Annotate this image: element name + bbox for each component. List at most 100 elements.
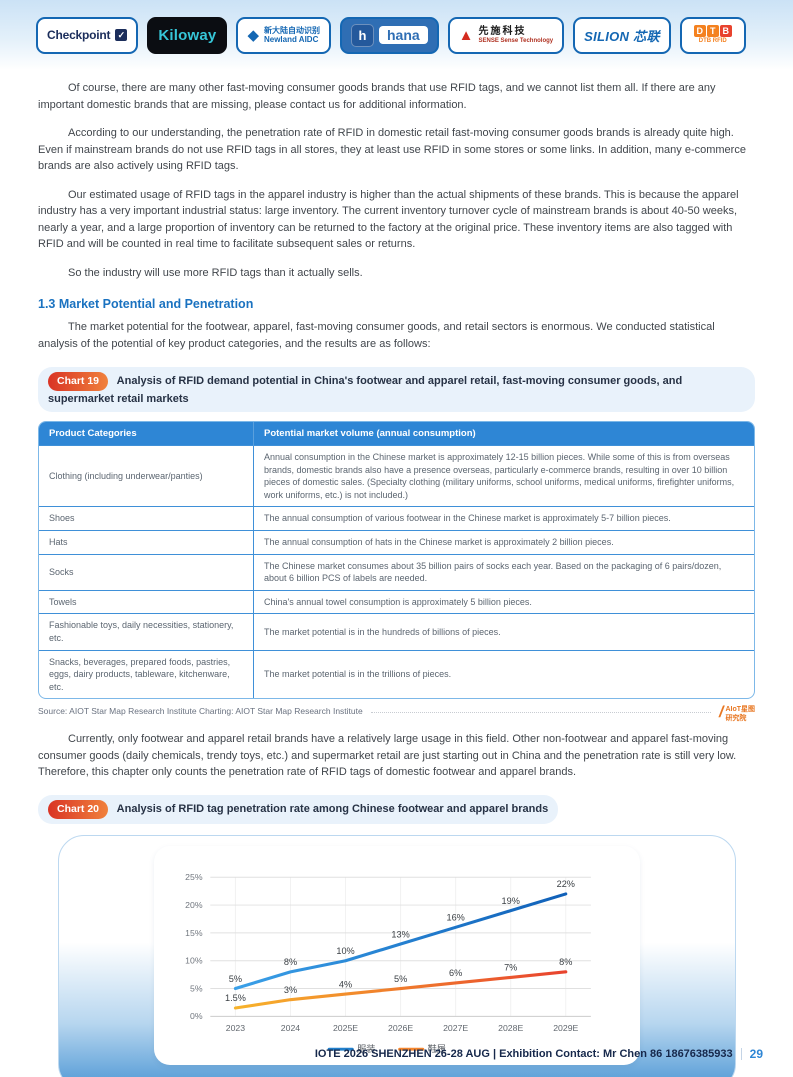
svg-text:13%: 13% (391, 929, 409, 939)
newland-diamond-icon: ◆ (247, 26, 259, 44)
cell-category: Shoes (39, 506, 254, 531)
chart19-badge: Chart 19 (48, 372, 109, 391)
svg-text:2024: 2024 (280, 1023, 299, 1033)
aiot-starmap-logo: / AIoT星图 研究院 (718, 704, 755, 723)
logo-newland-aidc: ◆ 新大陆自动识别 Newland AIDC (236, 16, 331, 54)
chart19-table: Product Categories Potential market volu… (38, 421, 755, 700)
svg-text:15%: 15% (185, 928, 203, 938)
section-heading: 1.3 Market Potential and Penetration (38, 297, 254, 311)
checkpoint-wordmark: Checkpoint (47, 28, 111, 42)
table-row: Snacks, beverages, prepared foods, pastr… (39, 649, 754, 699)
newland-en-wordmark: Newland AIDC (263, 35, 319, 44)
paragraph-6: Currently, only footwear and apparel ret… (38, 733, 737, 779)
cell-category: Towels (39, 589, 254, 614)
svg-text:7%: 7% (504, 962, 517, 972)
hana-wordmark: hana (378, 26, 428, 44)
table-header-market-volume: Potential market volume (annual consumpt… (253, 422, 754, 446)
table-header-row: Product Categories Potential market volu… (39, 422, 754, 446)
hana-monogram-icon: h (350, 23, 374, 47)
aiot-logo-mark-icon: / (718, 704, 724, 722)
svg-text:3%: 3% (283, 985, 296, 995)
table-row: Clothing (including underwear/panties) A… (39, 444, 754, 507)
paragraph-4: So the industry will use more RFID tags … (68, 266, 363, 279)
silion-wordmark: SILION 芯联 (584, 28, 660, 44)
sense-triangle-icon: ▲ (458, 26, 474, 44)
watermark-line1: AIoT星图 (725, 706, 755, 714)
chart19-source-row: Source: AIOT Star Map Research Institute… (38, 704, 755, 723)
logo-checkpoint: Checkpoint ✓ (36, 16, 139, 54)
dtb-sub-wordmark: DTB RFID (698, 38, 727, 44)
svg-text:10%: 10% (185, 955, 203, 965)
svg-text:25%: 25% (185, 872, 203, 882)
footer-divider (740, 1048, 742, 1060)
chart20-panel: 0% 5% 10% 15% 20% 25% 2023 2024 2025E 2026E 2027E 2… (57, 834, 736, 1077)
penetration-chart-svg: 0% 5% 10% 15% 20% 25% 2023 2024 2025E 2026E 2027E 2… (185, 872, 591, 1054)
page-number: 29 (749, 1047, 763, 1061)
logo-dtb-rfid: D T B DTB RFID (679, 16, 746, 54)
cell-category: Fashionable toys, daily necessities, sta… (39, 613, 254, 651)
svg-text:1.5%: 1.5% (224, 993, 245, 1003)
cell-category: Snacks, beverages, prepared foods, pastr… (39, 649, 254, 699)
table-row: Towels China's annual towel consumption … (39, 589, 754, 614)
dtb-letter-b: B (719, 25, 732, 37)
logo-silion: SILION 芯联 (573, 16, 671, 54)
svg-text:2023: 2023 (225, 1023, 244, 1033)
newland-cn-wordmark: 新大陆自动识别 (263, 25, 320, 35)
page-body: Of course, there are many other fast-mov… (0, 70, 793, 1077)
cell-volume: Annual consumption in the Chinese market… (253, 444, 754, 507)
paragraph-2: According to our understanding, the pene… (38, 127, 746, 172)
page-footer: IOTE 2026 SHENZHEN 26-28 AUG | Exhibitio… (315, 1047, 763, 1061)
sense-cn-wordmark: 先施科技 (478, 25, 527, 37)
logo-hana: h hana (339, 16, 439, 54)
checkpoint-check-icon: ✓ (115, 29, 128, 41)
chart19-source: Source: AIOT Star Map Research Institute… (38, 706, 363, 717)
cell-volume: The annual consumption of various footwe… (253, 506, 754, 531)
table-row: Fashionable toys, daily necessities, sta… (39, 613, 754, 651)
cell-category: Hats (39, 529, 254, 555)
chart20-title: Analysis of RFID tag penetration rate am… (116, 802, 549, 815)
chart20-badge: Chart 20 (48, 799, 109, 819)
paragraph-5: The market potential for the footwear, a… (38, 321, 715, 350)
logo-kiloway: Kiloway (147, 16, 228, 54)
table-header-product-categories: Product Categories (39, 422, 254, 446)
cell-volume: The Chinese market consumes about 35 bil… (253, 553, 754, 591)
penetration-chart-card: 0% 5% 10% 15% 20% 25% 2023 2024 2025E 2026E 2027E 2… (153, 845, 640, 1065)
svg-text:10%: 10% (336, 946, 354, 956)
dotted-leader (370, 711, 711, 714)
svg-text:鞋履: 鞋履 (427, 1043, 445, 1054)
paragraph-1: Of course, there are many other fast-mov… (38, 82, 716, 111)
chart19-caption: Chart 19 Analysis of RFID demand potenti… (38, 367, 755, 412)
dtb-letter-t: T (706, 25, 719, 37)
cell-volume: The market potential is in the trillions… (253, 649, 754, 699)
svg-text:4%: 4% (338, 979, 351, 989)
cell-volume: The market potential is in the hundreds … (253, 613, 754, 651)
table-row: Shoes The annual consumption of various … (39, 506, 754, 531)
svg-text:20%: 20% (185, 900, 203, 910)
chart20-caption: Chart 20 Analysis of RFID tag penetratio… (38, 794, 559, 824)
svg-text:5%: 5% (190, 983, 203, 993)
chart19-title: Analysis of RFID demand potential in Chi… (48, 375, 683, 405)
svg-text:0%: 0% (190, 1011, 203, 1021)
svg-text:服装: 服装 (357, 1043, 375, 1054)
svg-text:5%: 5% (393, 974, 406, 984)
svg-text:8%: 8% (559, 957, 572, 967)
logo-sense-technology: ▲ 先施科技 SENSE Sense Technology (447, 16, 565, 54)
brand-logos-bar: Checkpoint ✓ Kiloway ◆ 新大陆自动识别 Newland A… (0, 0, 793, 70)
svg-text:2026E: 2026E (388, 1023, 413, 1033)
svg-text:22%: 22% (556, 879, 574, 889)
table-row: Socks The Chinese market consumes about … (39, 553, 754, 591)
svg-text:6%: 6% (449, 968, 462, 978)
footer-exhibition-info: IOTE 2026 SHENZHEN 26-28 AUG | Exhibitio… (314, 1048, 733, 1060)
svg-text:19%: 19% (501, 896, 519, 906)
svg-text:2027E: 2027E (443, 1023, 468, 1033)
svg-text:5%: 5% (228, 974, 241, 984)
svg-text:2029E: 2029E (553, 1023, 578, 1033)
svg-text:2025E: 2025E (332, 1023, 357, 1033)
sense-en-wordmark: SENSE Sense Technology (478, 37, 554, 44)
svg-text:16%: 16% (446, 912, 464, 922)
cell-category: Socks (39, 553, 254, 591)
paragraph-3: Our estimated usage of RFID tags in the … (38, 188, 739, 251)
cell-volume: The annual consumption of hats in the Ch… (253, 529, 754, 555)
kiloway-wordmark: Kiloway (158, 26, 217, 44)
